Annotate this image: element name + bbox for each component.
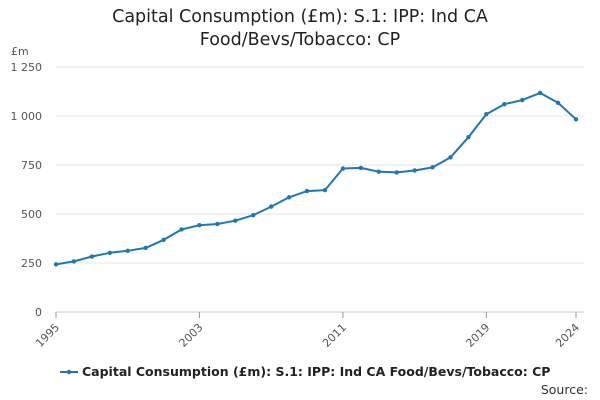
- chart-title-line-2: Food/Bevs/Tobacco: CP: [199, 30, 401, 50]
- data-point[interactable]: [286, 195, 292, 200]
- data-point[interactable]: [197, 222, 202, 228]
- x-tick-label: 2019: [463, 321, 492, 350]
- data-point[interactable]: [412, 168, 417, 173]
- y-tick-label: 1 000: [11, 110, 43, 123]
- data-point[interactable]: [430, 165, 435, 170]
- legend-label: Capital Consumption (£m): S.1: IPP: Ind …: [82, 364, 551, 379]
- data-point[interactable]: [520, 97, 525, 103]
- chart-title-line-1: Capital Consumption (£m): S.1: IPP: Ind …: [112, 7, 488, 27]
- y-axis-label: £m: [11, 45, 29, 58]
- data-point[interactable]: [161, 237, 166, 243]
- data-point[interactable]: [340, 166, 346, 171]
- x-tick-label: 2003: [177, 321, 206, 350]
- source-label: Source:: [540, 382, 588, 397]
- x-axis: 1995 2003 2011 2019 2024: [33, 312, 582, 350]
- y-tick-label: 0: [35, 306, 42, 319]
- chart-title: Capital Consumption (£m): S.1: IPP: Ind …: [0, 6, 600, 52]
- data-point[interactable]: [179, 227, 184, 232]
- data-point[interactable]: [89, 254, 95, 259]
- data-point[interactable]: [125, 248, 130, 254]
- x-tick-label: 2024: [553, 321, 582, 350]
- grid-lines: [56, 66, 584, 313]
- data-point[interactable]: [502, 102, 507, 107]
- series-lines: [53, 90, 579, 267]
- data-point[interactable]: [466, 134, 471, 140]
- series-line: [55, 91, 577, 266]
- legend-swatch: [60, 369, 78, 374]
- y-tick-label: 750: [21, 159, 42, 172]
- data-point[interactable]: [251, 212, 256, 218]
- y-tick-label: 500: [21, 208, 42, 221]
- data-point[interactable]: [555, 100, 561, 106]
- data-point[interactable]: [537, 90, 543, 96]
- y-tick-label: 250: [21, 257, 42, 270]
- data-point[interactable]: [268, 204, 274, 209]
- data-point[interactable]: [448, 155, 453, 160]
- data-point[interactable]: [322, 187, 328, 193]
- data-point[interactable]: [304, 188, 310, 194]
- y-tick-label: 1 250: [11, 61, 43, 74]
- data-point[interactable]: [233, 218, 238, 223]
- data-point[interactable]: [143, 245, 148, 251]
- data-point[interactable]: [215, 221, 220, 227]
- data-point[interactable]: [358, 165, 364, 171]
- legend[interactable]: Capital Consumption (£m): S.1: IPP: Ind …: [60, 364, 550, 379]
- data-point[interactable]: [484, 112, 489, 117]
- x-tick-label: 1995: [33, 321, 62, 350]
- x-tick-label: 2011: [320, 321, 349, 350]
- data-point[interactable]: [71, 259, 77, 264]
- data-point[interactable]: [107, 250, 112, 256]
- data-point[interactable]: [573, 117, 579, 122]
- data-point[interactable]: [376, 169, 381, 174]
- data-point[interactable]: [53, 262, 59, 267]
- data-point[interactable]: [394, 170, 399, 175]
- y-axis-tick-labels: 0 250 500 750 1 000 1 250: [11, 61, 43, 319]
